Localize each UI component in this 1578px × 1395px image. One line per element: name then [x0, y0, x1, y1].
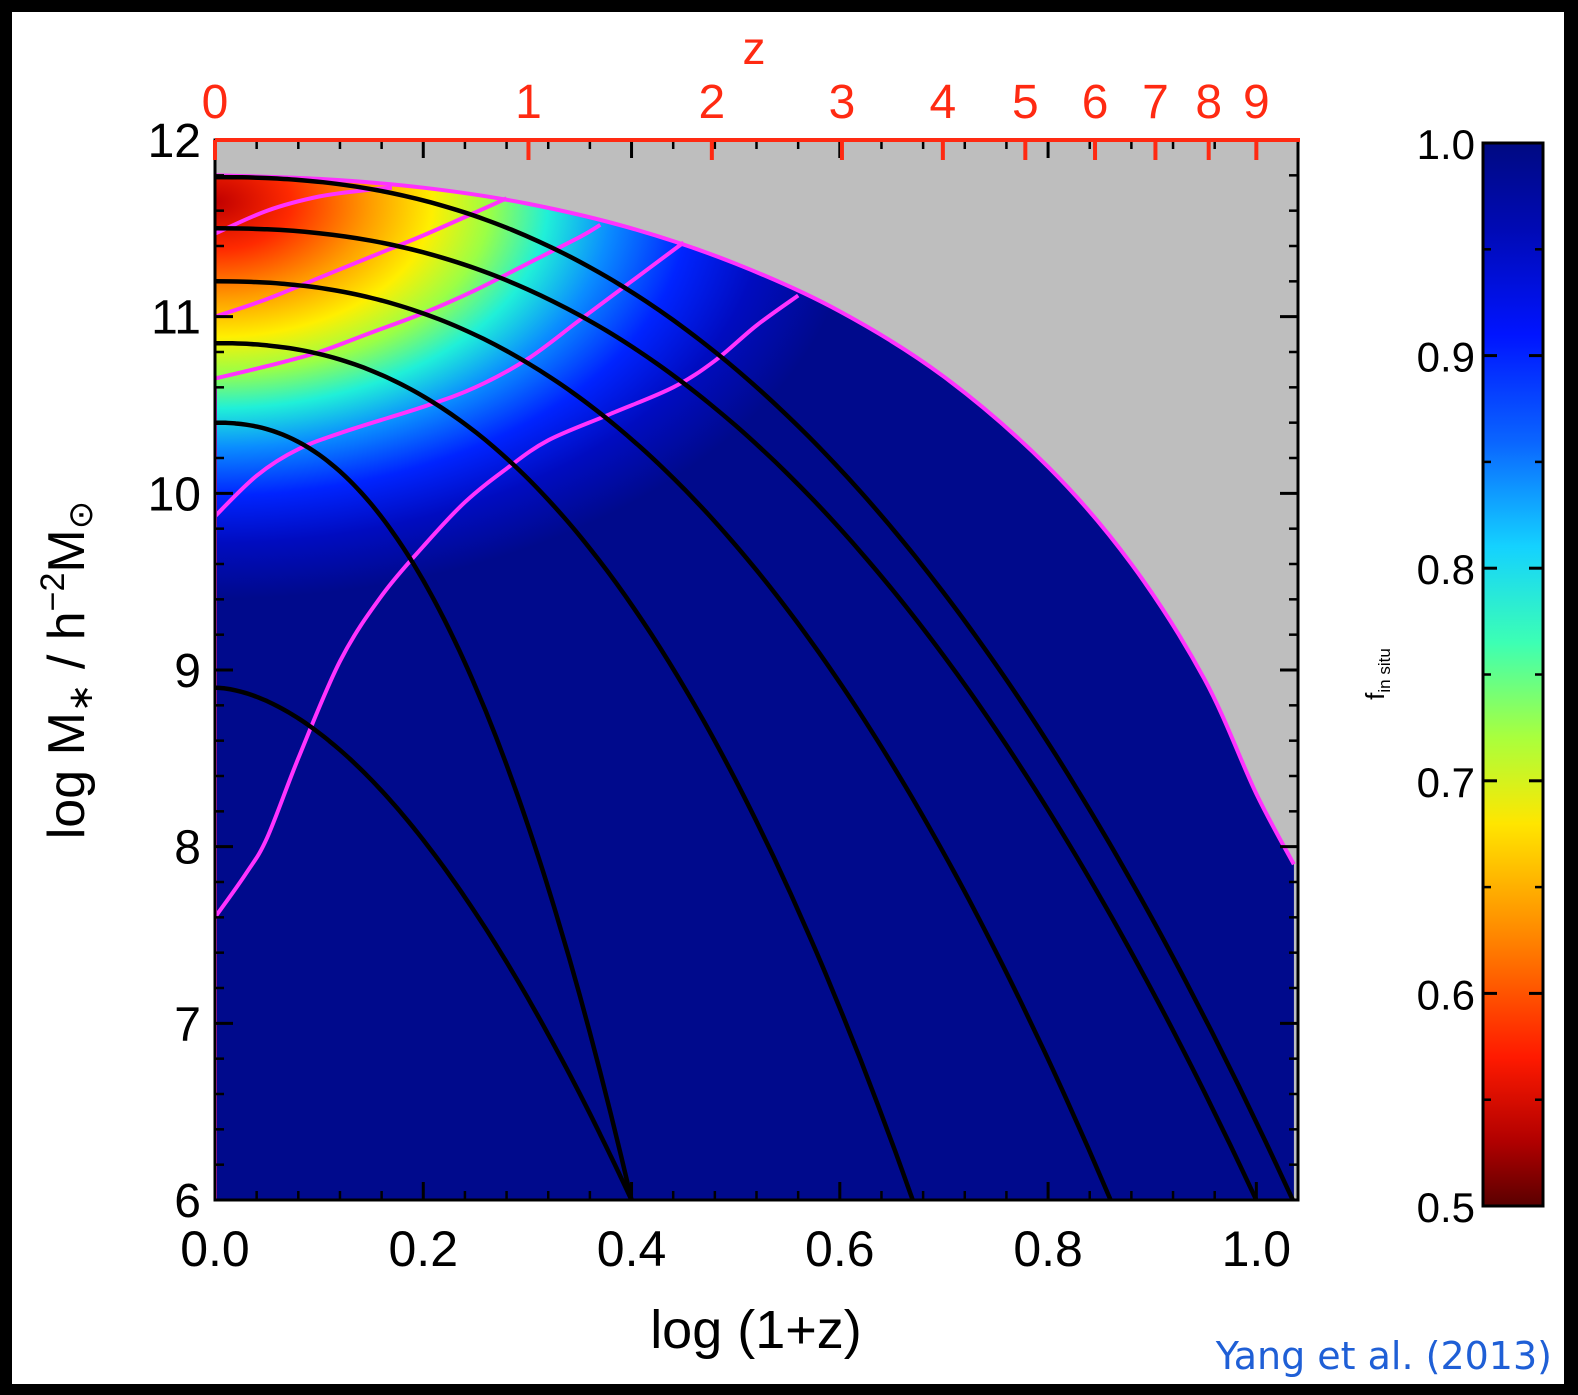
- x-axis-title: log (1+z): [650, 1300, 862, 1360]
- track-line-0: [215, 174, 1295, 1200]
- top-z-tick-label: 2: [698, 76, 725, 129]
- x-tick-label: 0.8: [1013, 1221, 1083, 1277]
- track-line-4: [215, 420, 634, 1200]
- top-z-tick-label: 7: [1142, 76, 1169, 129]
- x-axis-ticks: 0.0 0.2 0.4 0.6 0.8 1.0: [180, 140, 1291, 1277]
- colorbar-tick-label: 0.9: [1417, 334, 1475, 381]
- x-tick-label: 0.4: [597, 1221, 667, 1277]
- top-z-tick-label: 5: [1012, 76, 1039, 129]
- colorbar-title: fin situ: [1360, 648, 1394, 700]
- y-tick-label: 8: [174, 822, 201, 875]
- y-axis-ticks: 6 7 8 9 10 11 12: [148, 115, 1298, 1228]
- heatmap-gradient-region: [215, 175, 1294, 1200]
- top-z-tick-label: 0: [202, 76, 229, 129]
- x-tick-label: 0.0: [180, 1221, 250, 1277]
- top-z-tick-label: 3: [829, 76, 856, 129]
- colorbar-tick-label: 1.0: [1417, 121, 1475, 168]
- y-tick-label: 9: [174, 645, 201, 698]
- x-tick-label: 0.6: [805, 1221, 875, 1277]
- contour-line-4: [215, 293, 800, 919]
- colorbar-tick-label: 0.6: [1417, 971, 1475, 1018]
- top-z-tick-label: 9: [1243, 76, 1270, 129]
- colorbar-tick-label: 0.8: [1417, 546, 1475, 593]
- y-tick-label: 12: [148, 115, 201, 168]
- top-axis-title: z: [743, 22, 766, 74]
- svg-text:fin situ: fin situ: [1360, 648, 1394, 700]
- x-tick-label: 1.0: [1222, 1221, 1292, 1277]
- track-line-5: [215, 685, 634, 1200]
- y-tick-label: 7: [174, 998, 201, 1051]
- top-z-tick-label: 8: [1195, 76, 1222, 129]
- track-line-3: [215, 340, 915, 1200]
- colorbar-ticks: 0.5 0.6 0.7 0.8 0.9 1.0: [1417, 121, 1543, 1231]
- colorbar-tick-label: 0.7: [1417, 759, 1475, 806]
- colorbar-tick-label: 0.5: [1417, 1184, 1475, 1231]
- colorbar-gradient: [1483, 143, 1543, 1206]
- y-tick-label: 10: [148, 468, 201, 521]
- track-line-1: [215, 226, 1259, 1200]
- top-z-tick-label: 1: [515, 76, 542, 129]
- colorbar: 0.5 0.6 0.7 0.8 0.9 1.0 fin situ: [1360, 121, 1545, 1231]
- track-layer: [215, 174, 1295, 1200]
- contour-layer: [215, 173, 1296, 1200]
- svg-text:log M∗ / h−2M⊙: log M∗ / h−2M⊙: [34, 501, 100, 840]
- y-axis-title: log M∗ / h−2M⊙: [34, 501, 100, 840]
- y-tick-label: 11: [151, 292, 201, 345]
- contour-line-1: [215, 196, 508, 319]
- track-line-2: [215, 279, 1113, 1200]
- citation-credit: Yang et al. (2013): [1215, 1334, 1552, 1378]
- top-z-tick-label: 6: [1082, 76, 1109, 129]
- envelope-contour: [215, 173, 1296, 866]
- top-z-tick-label: 4: [930, 76, 957, 129]
- contour-line-3: [215, 240, 685, 518]
- y-tick-label: 6: [174, 1175, 201, 1228]
- x-tick-label: 0.2: [389, 1221, 459, 1277]
